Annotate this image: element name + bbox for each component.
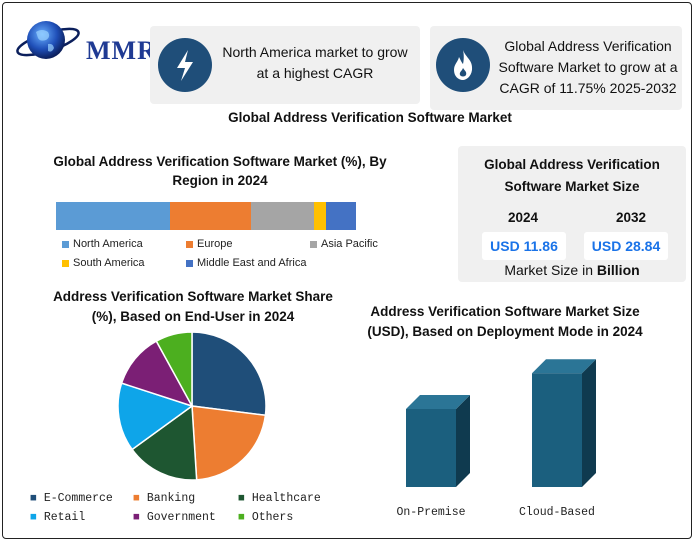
lightning-icon xyxy=(158,38,212,92)
pie-chart-title: Address Verification Software Market Sha… xyxy=(53,289,333,324)
growth-card: Global Address Verification Software Mar… xyxy=(430,26,682,110)
mmr-logo: MMR xyxy=(14,14,156,70)
legend-e-commerce: ■ E-Commerce xyxy=(30,492,113,505)
end-user-pie-chart xyxy=(117,331,267,481)
region-segment-north-america xyxy=(56,202,170,230)
pie-slice-banking xyxy=(191,405,267,481)
legend-banking: ■ Banking xyxy=(133,492,196,505)
market-size-card: Global Address Verification Software Mar… xyxy=(458,146,686,282)
market-size-title: Global Address Verification Software Mar… xyxy=(484,157,660,194)
legend-middle-east-africa: Middle East and Africa xyxy=(186,257,306,269)
region-segment-south-america xyxy=(314,202,326,230)
north-america-text: North America market to grow at a highes… xyxy=(222,44,408,81)
value-2032: USD 28.84 xyxy=(584,232,668,260)
legend-north-america: North America xyxy=(62,238,143,250)
pie-slice-retail xyxy=(117,382,194,451)
market-size-footer: Market Size in Billion xyxy=(504,262,640,278)
region-segment-middle-east-and-africa xyxy=(326,202,356,230)
legend-retail: ■ Retail xyxy=(30,511,86,524)
year-2032: 2032 xyxy=(616,210,647,225)
main-title: Global Address Verification Software Mar… xyxy=(228,110,512,125)
legend-healthcare: ■ Healthcare xyxy=(238,492,321,505)
region-chart-title: Global Address Verification Software Mar… xyxy=(53,154,387,188)
flame-icon xyxy=(436,38,490,92)
year-2024: 2024 xyxy=(508,210,539,225)
bar-cloud-based xyxy=(532,359,596,487)
growth-text: Global Address Verification Software Mar… xyxy=(498,38,678,96)
legend-south-america: South America xyxy=(62,257,145,269)
deployment-chart-title: Address Verification Software Market Siz… xyxy=(367,304,643,339)
legend-europe: Europe xyxy=(186,238,232,250)
north-america-card: North America market to grow at a highes… xyxy=(150,26,420,104)
pie-slice-e-commerce xyxy=(191,331,267,417)
region-segment-asia-pacific xyxy=(251,202,314,230)
globe-icon xyxy=(16,21,80,59)
pie-slice-others xyxy=(155,331,193,407)
region-segment-europe xyxy=(170,202,251,230)
bar-label-on-premise: On-Premise xyxy=(396,506,465,519)
deployment-bar-chart: On-Premise Cloud-Based xyxy=(396,359,596,519)
logo-text: MMR xyxy=(86,36,157,65)
bar-on-premise xyxy=(406,395,470,487)
legend-others: ■ Others xyxy=(238,511,294,524)
legend-asia-pacific: Asia Pacific xyxy=(310,238,378,250)
pie-slice-healthcare xyxy=(131,404,198,481)
region-stacked-bar xyxy=(56,202,356,230)
legend-government: ■ Government xyxy=(133,511,216,524)
bar-label-cloud-based: Cloud-Based xyxy=(519,506,595,519)
value-2024: USD 11.86 xyxy=(482,232,566,260)
